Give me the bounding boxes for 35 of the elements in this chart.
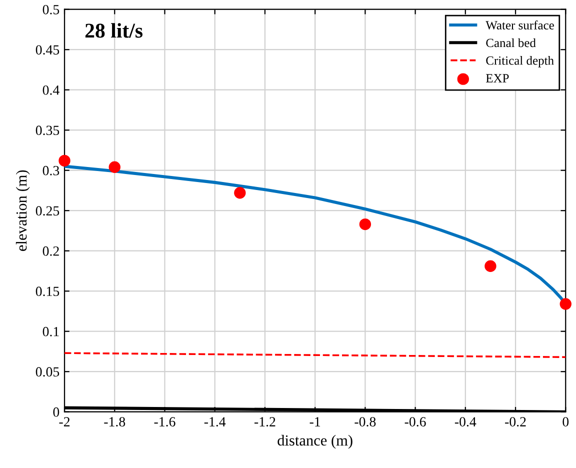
annotation: 28 lit/s bbox=[85, 23, 142, 38]
x-tick-label: -0.6 bbox=[404, 417, 426, 427]
x-axis-title: distance (m) bbox=[278, 434, 352, 449]
y-tick-label: 0.35 bbox=[36, 126, 60, 136]
x-tick-label: -1.4 bbox=[204, 417, 226, 427]
legend-label: Canal bed bbox=[486, 38, 536, 48]
x-tick-label: -2 bbox=[59, 417, 70, 426]
point bbox=[484, 260, 496, 272]
y-tick-label: 0 bbox=[53, 407, 60, 417]
y-tick-label: 0.25 bbox=[36, 206, 60, 216]
x-tick-label: -0.4 bbox=[454, 417, 476, 427]
point bbox=[58, 154, 70, 167]
x-tick-label: -1.6 bbox=[154, 417, 176, 427]
x-tick-label: 0 bbox=[562, 417, 569, 426]
legend-label: EXP bbox=[486, 74, 509, 82]
y-tick-label: 0.1 bbox=[42, 326, 59, 336]
y-tick-label: 0.4 bbox=[42, 85, 60, 95]
legend-label: Critical depth bbox=[486, 56, 554, 68]
x-tick-label: -1.2 bbox=[254, 417, 276, 427]
y-axis-title: elevation (m) bbox=[16, 170, 30, 251]
x-tick-label: -0.2 bbox=[505, 417, 526, 427]
y-tick-label: 0.2 bbox=[42, 246, 59, 256]
y-tick-label: 0.05 bbox=[36, 367, 60, 377]
y-tick-label: 0.45 bbox=[36, 45, 60, 55]
y-tick-label: 0.15 bbox=[36, 286, 60, 296]
point bbox=[108, 161, 120, 173]
y-tick-label: 0.5 bbox=[42, 4, 60, 14]
legend-label: Water surface bbox=[486, 20, 554, 30]
x-tick-label: -1 bbox=[310, 417, 320, 426]
point bbox=[234, 187, 246, 199]
x-tick-label: -0.8 bbox=[354, 417, 376, 427]
point bbox=[359, 218, 372, 230]
x-tick-label: -1.8 bbox=[104, 417, 126, 427]
point bbox=[560, 298, 572, 310]
y-tick-label: 0.3 bbox=[42, 166, 60, 176]
